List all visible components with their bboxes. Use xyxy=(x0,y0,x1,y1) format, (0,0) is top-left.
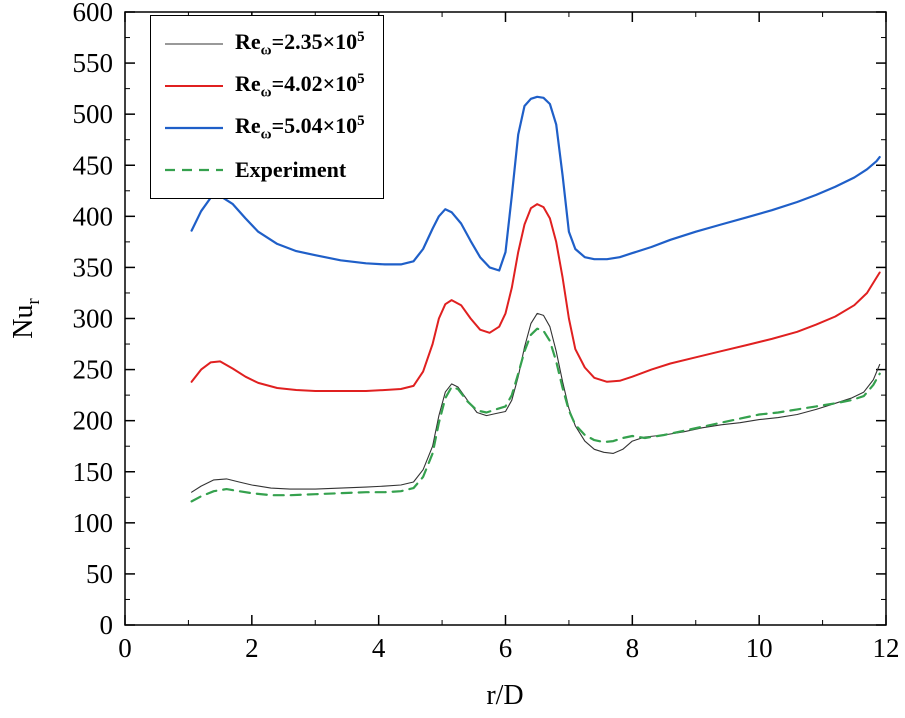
legend-line-sample-experiment xyxy=(165,168,223,172)
y-tick-label: 500 xyxy=(73,99,114,129)
legend-entry-re402: Reω=4.02×105 xyxy=(163,66,365,106)
x-tick-label: 0 xyxy=(118,633,132,663)
legend-entry-re235: Reω=2.35×105 xyxy=(163,24,365,64)
legend-label-re402: Reω=4.02×105 xyxy=(235,70,365,101)
y-tick-label: 50 xyxy=(86,559,113,589)
legend-label-experiment: Experiment xyxy=(235,157,347,182)
x-tick-label: 6 xyxy=(499,633,513,663)
x-tick-label: 12 xyxy=(873,633,900,663)
x-tick-label: 10 xyxy=(746,633,773,663)
y-tick-label: 450 xyxy=(73,150,114,180)
legend-line-sample-re402 xyxy=(165,85,223,87)
y-tick-label: 400 xyxy=(73,201,114,231)
y-tick-label: 600 xyxy=(73,0,114,27)
legend-entry-experiment: Experiment xyxy=(163,150,365,190)
y-tick-label: 150 xyxy=(73,457,114,487)
x-tick-label: 8 xyxy=(626,633,640,663)
y-tick-label: 300 xyxy=(73,304,114,334)
x-axis-label: r/D xyxy=(486,680,523,711)
legend-entry-re504: Reω=5.04×105 xyxy=(163,108,365,148)
legend-line-sample-re235 xyxy=(165,43,223,45)
x-tick-label: 4 xyxy=(372,633,386,663)
legend-label-re235: Reω=2.35×105 xyxy=(235,28,365,59)
y-axis-label: Nur xyxy=(8,298,44,339)
legend: Reω=2.35×105 Reω=4.02×105 Reω=5.04×105 Expe… xyxy=(150,15,384,199)
series-line-re504 xyxy=(190,95,881,272)
legend-label-re504: Reω=5.04×105 xyxy=(235,112,365,143)
y-tick-label: 100 xyxy=(73,508,114,538)
y-tick-label: 250 xyxy=(73,355,114,385)
y-tick-label: 350 xyxy=(73,252,114,282)
y-tick-label: 200 xyxy=(73,406,114,436)
y-tick-label: 550 xyxy=(73,48,114,78)
y-tick-label: 0 xyxy=(100,610,114,640)
x-tick-label: 2 xyxy=(245,633,259,663)
series-line-re402 xyxy=(190,203,881,392)
series-line-re235 xyxy=(191,312,881,493)
legend-line-sample-re504 xyxy=(165,126,223,130)
series-line-experiment xyxy=(190,327,881,503)
